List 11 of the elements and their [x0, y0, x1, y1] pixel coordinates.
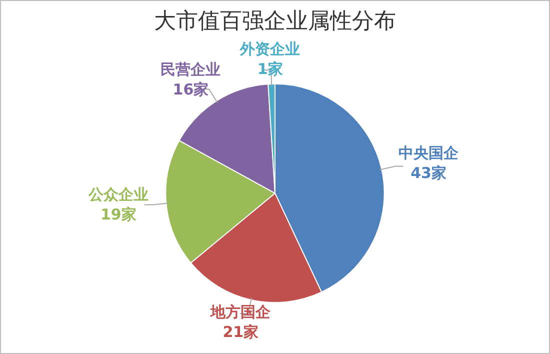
data-label: 19家: [100, 206, 136, 224]
slice-label: 公众企业: [87, 186, 148, 204]
slice-label: 地方国企: [210, 303, 272, 322]
data-label: 21家: [222, 323, 259, 342]
slice-label: 民营企业: [160, 60, 221, 79]
chart-title: 大市值百强企业属性分布: [154, 8, 396, 34]
slice-label: 外资企业: [239, 40, 300, 58]
data-label: 1家: [257, 60, 283, 78]
data-label: 43家: [410, 164, 446, 182]
data-label: 16家: [172, 80, 209, 99]
slice-label: 中央国企: [398, 144, 460, 162]
